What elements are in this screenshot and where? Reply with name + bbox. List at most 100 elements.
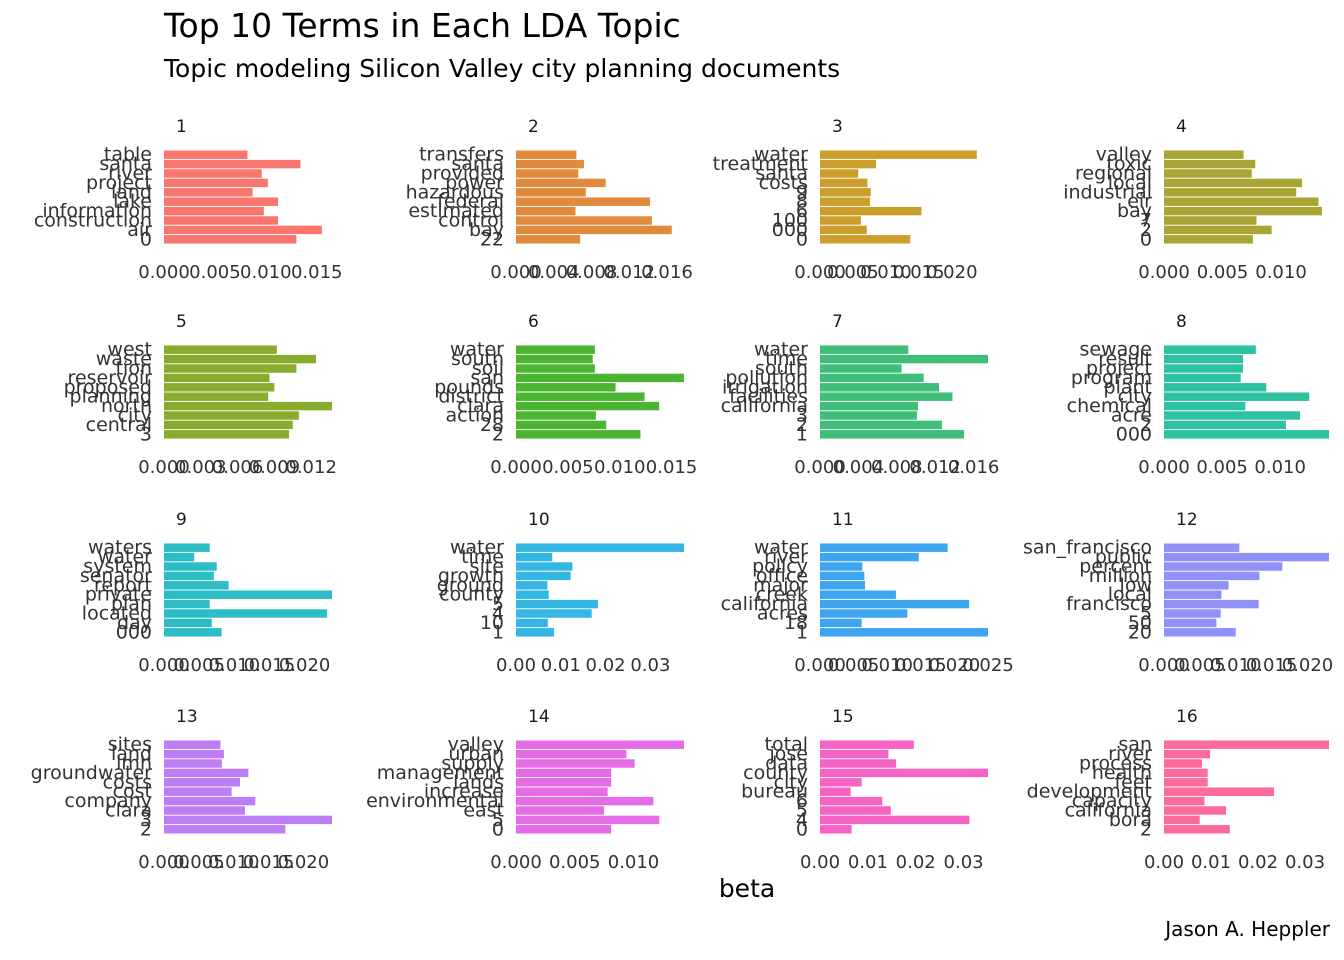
bar xyxy=(820,420,942,430)
x-tick-label: 0.016 xyxy=(948,457,1000,478)
term-label: county xyxy=(439,584,504,606)
term-label: san_francisco xyxy=(1023,537,1152,559)
bar xyxy=(164,749,224,759)
x-tick-label: 0.015 xyxy=(895,655,947,676)
term-label: 20 xyxy=(1128,621,1152,643)
term-label: low xyxy=(1120,574,1152,596)
term-label: california xyxy=(1065,800,1152,822)
bar xyxy=(1164,401,1246,411)
x-tick-label: 0.008 xyxy=(566,262,618,283)
x-tick-label: 0.005 xyxy=(173,655,225,676)
term-label: company xyxy=(64,790,152,812)
facet-strip-label: 11 xyxy=(832,510,854,530)
x-tick-label: 0.005 xyxy=(189,262,241,283)
term-label: local xyxy=(1108,584,1152,606)
term-label: lake xyxy=(113,191,152,213)
term-label: clara xyxy=(105,800,152,822)
term-label: time xyxy=(461,546,504,568)
x-tick-label: 0.004 xyxy=(528,262,580,283)
facet-strip-label: 4 xyxy=(1176,117,1187,137)
bar xyxy=(164,599,210,609)
bar xyxy=(164,543,210,552)
bar xyxy=(820,543,948,552)
facet-16: 16 sanriverprocesshealthfeetdevelopmentca… xyxy=(1027,707,1329,873)
term-label: water xyxy=(754,144,808,166)
bar xyxy=(516,749,627,759)
term-label: senator xyxy=(80,565,152,587)
bar xyxy=(516,430,641,439)
bar xyxy=(1164,768,1208,778)
x-tick-label: 0.010 xyxy=(860,262,912,283)
term-label: office xyxy=(756,565,808,587)
bar xyxy=(820,562,863,571)
x-tick-label: 0.02 xyxy=(896,852,936,873)
bar xyxy=(1164,543,1240,552)
bar xyxy=(1164,197,1319,206)
term-label: 000 xyxy=(1116,423,1152,445)
term-label: reservoir xyxy=(68,367,153,389)
bar xyxy=(820,392,953,401)
bar xyxy=(164,740,221,749)
bar xyxy=(516,815,660,825)
bar xyxy=(820,768,988,778)
term-label: capacity xyxy=(1072,790,1152,812)
x-tick-label: 0.02 xyxy=(1238,852,1278,873)
bar xyxy=(820,581,866,590)
term-label: waters xyxy=(88,537,152,559)
bar xyxy=(1164,235,1253,244)
bar xyxy=(820,235,911,244)
x-tick-label: 0.015 xyxy=(291,262,343,283)
term-label: water xyxy=(754,339,808,361)
bar xyxy=(1164,430,1329,439)
bar xyxy=(1164,364,1244,373)
term-label: table xyxy=(104,144,152,166)
bar xyxy=(164,392,269,401)
facet-strip-label: 7 xyxy=(832,312,843,332)
x-tick-label: 0.004 xyxy=(833,457,885,478)
bar xyxy=(516,420,607,430)
bar xyxy=(820,383,940,392)
bar xyxy=(1164,825,1230,834)
bar xyxy=(820,778,862,787)
bar xyxy=(164,216,279,225)
bar xyxy=(164,825,286,834)
bar xyxy=(164,571,214,581)
bar xyxy=(1164,354,1244,364)
bar xyxy=(820,206,922,216)
term-label: ground xyxy=(437,574,504,596)
term-label: health xyxy=(1092,762,1152,784)
term-label: 000 xyxy=(116,621,152,643)
bar xyxy=(164,235,297,244)
x-tick-label: 0.005 xyxy=(1196,457,1248,478)
bar xyxy=(1164,225,1272,235)
x-tick-label: 0.000 xyxy=(138,262,190,283)
term-label: river xyxy=(1108,743,1152,765)
chart-subtitle: Topic modeling Silicon Valley city plann… xyxy=(164,54,841,83)
term-label: estimated xyxy=(408,200,504,222)
term-label: waste xyxy=(96,348,152,370)
x-tick-label: 0.010 xyxy=(608,852,660,873)
bar xyxy=(820,188,871,197)
bar xyxy=(164,345,277,354)
facet-strip-label: 9 xyxy=(176,510,187,530)
bar xyxy=(516,383,616,392)
bar xyxy=(820,628,988,637)
facet-strip-label: 12 xyxy=(1176,510,1198,530)
term-label: south xyxy=(755,358,808,380)
bar xyxy=(164,178,268,188)
term-label: acre xyxy=(1111,405,1152,427)
term-label: control xyxy=(438,210,504,232)
x-tick-label: 0.010 xyxy=(594,457,646,478)
facet-strip-label: 5 xyxy=(176,312,187,332)
term-label: 5 xyxy=(492,593,504,615)
term-label: 4 xyxy=(492,603,504,625)
x-tick-label: 0.03 xyxy=(944,852,984,873)
term-label: jose xyxy=(769,743,809,765)
term-label: day xyxy=(117,612,152,634)
x-tick-label: 0.005 xyxy=(542,457,594,478)
x-tick-label: 0.03 xyxy=(630,655,670,676)
term-label: toxic xyxy=(1107,153,1152,175)
bar xyxy=(516,628,555,637)
bar xyxy=(820,216,861,225)
bar xyxy=(516,178,606,188)
